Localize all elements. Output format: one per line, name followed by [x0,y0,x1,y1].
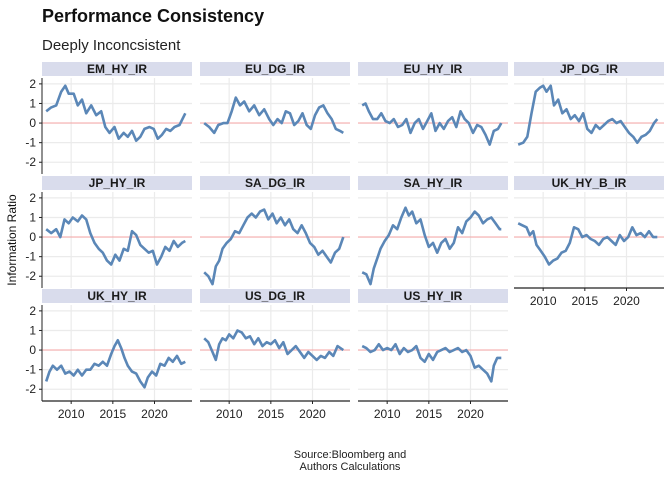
y-tick-label: 0 [29,343,36,357]
series-line-em-hy-ir [45,84,187,142]
facet-strip-label: EU_HY_IR [404,62,463,76]
y-tick-label: 2 [29,191,36,205]
facet-strip [42,176,192,190]
y-axis-title: Information Ratio [5,194,19,286]
x-tick-label: 2020 [457,407,484,421]
y-tick-label: 1 [29,323,36,337]
facet-strip-label: JP_DG_IR [560,62,618,76]
series-line-sa-hy-ir [361,206,502,286]
y-tick-label: 0 [29,116,36,130]
y-tick-label: 2 [29,77,36,91]
series-line-eu-hy-ir [361,102,503,146]
x-tick-label: 2020 [141,407,168,421]
caption-line-1: Source:Bloomberg and [293,449,407,461]
x-tick-label: 2015 [257,407,284,421]
y-tick-label: -1 [25,136,36,150]
x-tick-label: 2010 [374,407,401,421]
series-line-sa-dg-ir [203,208,345,286]
facet-strip [200,289,350,303]
facet-strip [514,62,664,76]
y-tick-label: 0 [29,230,36,244]
y-tick-label: -2 [25,155,36,169]
y-tick-label: -1 [25,363,36,377]
facet-strip-label: EU_DG_IR [245,62,305,76]
facet-strip [358,289,508,303]
series-line-us-dg-ir [203,329,345,362]
x-tick-label: 2015 [99,407,126,421]
facet-strip [200,176,350,190]
x-tick-label: 2010 [216,407,243,421]
y-tick-label: -2 [25,269,36,283]
chart-subtitle: Deeply Inconcsistent [42,37,181,54]
facet-strip [200,62,350,76]
x-tick-label: 2020 [299,407,326,421]
facet-strip-label: SA_HY_IR [404,176,463,190]
facet-strip-label: US_DG_IR [245,289,305,303]
x-tick-label: 2015 [571,294,598,308]
facet-strip-label: UK_HY_B_IR [552,176,627,190]
series-line-uk-hy-ir [44,339,186,389]
series-line-eu-dg-ir [203,96,344,135]
series-line-uk-hy-b-ir [517,222,658,266]
facet-strip-label: UK_HY_IR [87,289,147,303]
facet-strip [358,62,508,76]
chart-caption: Source:Bloomberg and Authors Calculation… [250,449,450,473]
chart-title: Performance Consistency [42,6,265,26]
series-line-jp-dg-ir [517,84,659,146]
facet-strip [358,176,508,190]
y-tick-label: -1 [25,250,36,264]
facet-strip [514,176,664,190]
y-tick-label: 2 [29,304,36,318]
y-tick-label: 1 [29,210,36,224]
y-tick-label: -2 [25,382,36,396]
x-tick-label: 2020 [613,294,640,308]
y-tick-label: 1 [29,96,36,110]
series-line-us-hy-ir [361,342,502,383]
series-line-jp-hy-ir [45,214,186,266]
x-tick-label: 2010 [530,294,557,308]
facet-strip-label: US_HY_IR [404,289,463,303]
facet-strip-label: JP_HY_IR [89,176,146,190]
facet-strip [42,289,192,303]
x-tick-label: 2015 [415,407,442,421]
x-tick-label: 2010 [58,407,85,421]
facet-strip-label: EM_HY_IR [87,62,147,76]
facet-strip [42,62,192,76]
facet-strip-label: SA_DG_IR [245,176,305,190]
caption-line-2: Authors Calculations [299,461,401,473]
